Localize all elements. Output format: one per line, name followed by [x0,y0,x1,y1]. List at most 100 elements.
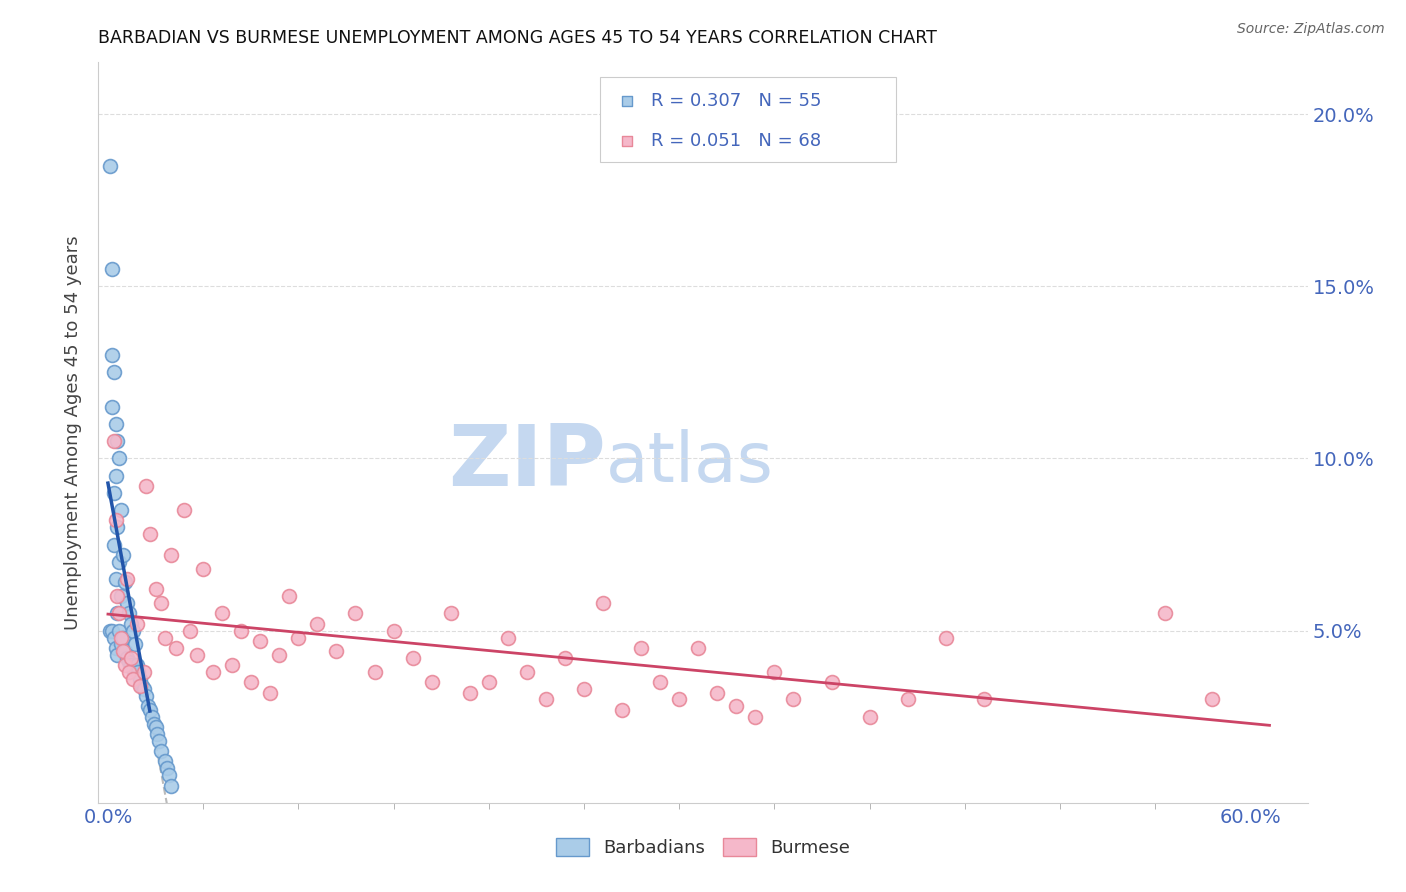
Point [201,665,224,679]
Point [134,682,156,697]
Point [121,624,143,638]
Point [259,685,281,699]
Point [820,675,842,690]
Point [249,634,271,648]
Point [98,159,121,173]
Point [115,651,138,665]
Point [98,624,121,638]
Point [344,607,367,621]
Point [107,607,129,621]
Point [440,607,463,621]
Point [496,631,519,645]
Point [129,679,152,693]
Point [110,631,132,645]
Y-axis label: Unemployment Among Ages 45 to 54 years: Unemployment Among Ages 45 to 54 years [65,235,83,630]
Point [325,644,347,658]
Point [897,692,920,706]
Point [110,503,132,517]
Point [136,699,159,714]
Point [630,640,652,655]
Point [110,589,132,603]
Point [139,527,162,541]
Point [153,755,176,769]
Text: ZIP: ZIP [449,421,606,504]
Point [121,661,143,675]
Point [129,672,152,686]
Point [221,658,243,673]
Point [159,779,181,793]
Point [668,692,690,706]
Point [108,555,131,569]
Point [142,716,165,731]
Point [211,607,233,621]
Point [104,513,127,527]
Point [104,468,127,483]
Point [124,637,146,651]
Point [100,262,122,277]
Text: BARBADIAN VS BURMESE UNEMPLOYMENT AMONG AGES 45 TO 54 YEARS CORRELATION CHART: BARBADIAN VS BURMESE UNEMPLOYMENT AMONG … [98,29,938,47]
Legend: Barbadians, Burmese: Barbadians, Burmese [548,830,858,864]
Point [103,486,125,500]
Point [127,665,149,679]
Point [108,607,131,621]
Point [118,607,141,621]
Point [935,631,957,645]
Point [103,365,125,379]
Point [145,720,167,734]
Point [100,348,122,362]
Point [118,665,141,679]
Point [287,631,309,645]
Point [173,503,195,517]
Point [131,679,153,693]
Point [107,434,129,449]
Point [107,520,129,534]
Point [592,596,614,610]
Point [108,624,131,638]
Point [420,675,443,690]
Point [120,616,142,631]
Point [135,479,157,493]
Point [239,675,262,690]
Point [115,572,138,586]
Point [104,572,127,586]
Point [156,761,179,775]
Point [516,665,538,679]
Point [159,548,181,562]
Point [166,640,188,655]
Point [114,658,136,673]
Text: atlas: atlas [606,429,775,496]
Point [534,692,557,706]
Point [572,682,595,697]
Point [307,616,329,631]
Text: Source: ZipAtlas.com: Source: ZipAtlas.com [1237,22,1385,37]
Point [115,596,138,610]
Point [478,675,501,690]
Point [112,548,135,562]
Point [145,582,167,597]
Point [104,417,127,431]
Point [650,675,672,690]
Point [186,648,208,662]
Point [179,624,201,638]
Point [141,709,163,723]
Point [706,685,728,699]
Point [277,589,299,603]
Point [859,709,882,723]
Point [134,665,156,679]
FancyBboxPatch shape [600,78,897,162]
Point [153,631,176,645]
Point [782,692,804,706]
Point [120,658,142,673]
Point [231,624,253,638]
Point [382,624,405,638]
Point [610,703,633,717]
Point [135,689,157,703]
Point [363,665,385,679]
Point [401,651,423,665]
Text: R = 0.307   N = 55: R = 0.307 N = 55 [651,92,821,110]
Point [1201,692,1223,706]
Point [107,648,129,662]
Point [100,624,122,638]
Point [114,644,136,658]
Text: R = 0.051   N = 68: R = 0.051 N = 68 [651,132,821,150]
